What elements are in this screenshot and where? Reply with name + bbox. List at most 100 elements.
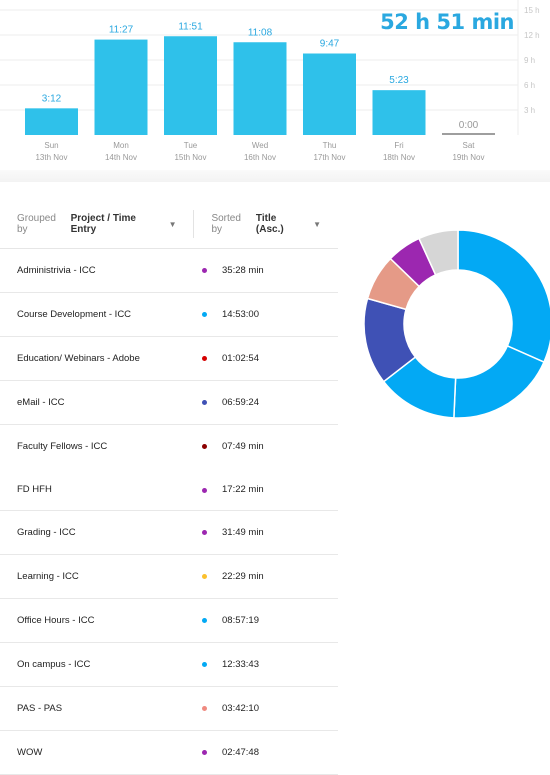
x-day-label: Sat (462, 141, 475, 150)
caret-down-icon: ▼ (168, 219, 177, 229)
chart-footer-band (0, 170, 550, 182)
entry-duration: 17:22 min (222, 484, 264, 495)
bar-sat[interactable] (442, 133, 495, 135)
group-by-dropdown[interactable]: Grouped by Project / Time Entry ▼ (0, 206, 193, 242)
bar-wed[interactable] (233, 42, 287, 135)
x-date-label: 16th Nov (244, 153, 276, 162)
color-dot-icon (202, 618, 207, 623)
donut-segment[interactable] (453, 344, 545, 419)
x-day-label: Tue (184, 141, 198, 150)
entry-title: FD HFH (17, 484, 52, 495)
bar-value-label: 0:00 (459, 120, 479, 131)
list-item[interactable]: Administrivia - ICC 35:28 min (0, 249, 338, 293)
list-item[interactable]: Office Hours - ICC 08:57:19 (0, 599, 338, 643)
entry-duration: 12:33:43 (222, 659, 259, 670)
controls-divider (193, 210, 195, 238)
bar-value-label: 5:23 (389, 75, 409, 86)
entry-duration: 01:02:54 (222, 353, 259, 364)
bar-value-label: 3:12 (42, 93, 62, 104)
entry-duration: 07:49 min (222, 441, 264, 452)
donut-segment[interactable] (418, 229, 459, 276)
color-dot-icon (202, 312, 207, 317)
bar-fri[interactable] (372, 90, 426, 135)
group-by-value: Project / Time Entry (70, 213, 136, 235)
list-item[interactable]: Faculty Fellows - ICC 07:49 min (0, 425, 338, 469)
list-item[interactable]: Learning - ICC 22:29 min (0, 555, 338, 599)
x-day-label: Sun (44, 141, 58, 150)
list-item[interactable]: eMail - ICC 06:59:24 (0, 381, 338, 425)
y-tick-label: 15 h (524, 6, 540, 15)
color-dot-icon (202, 530, 207, 535)
entry-duration: 02:47:48 (222, 747, 259, 758)
entry-duration: 22:29 min (222, 571, 264, 582)
list-controls: Grouped by Project / Time Entry ▼ Sorted… (0, 200, 338, 249)
entry-duration: 14:53:00 (222, 309, 259, 320)
x-date-label: 13th Nov (35, 153, 67, 162)
list-item[interactable]: Education/ Webinars - Adobe 01:02:54 (0, 337, 338, 381)
y-tick-label: 3 h (524, 106, 535, 115)
bar-value-label: 11:51 (178, 21, 203, 32)
entry-duration: 06:59:24 (222, 397, 259, 408)
bar-value-label: 11:27 (109, 25, 134, 36)
entry-duration: 08:57:19 (222, 615, 259, 626)
x-date-label: 15th Nov (174, 153, 206, 162)
list-item[interactable]: Course Development - ICC 14:53:00 (0, 293, 338, 337)
bar-value-label: 9:47 (320, 39, 340, 50)
color-dot-icon (202, 356, 207, 361)
color-dot-icon (202, 488, 207, 493)
time-entry-list: Administrivia - ICC 35:28 min Course Devel… (0, 249, 338, 775)
entry-title: On campus - ICC (17, 659, 91, 670)
entry-title: Learning - ICC (17, 571, 79, 582)
entry-title: PAS - PAS (17, 703, 63, 714)
sort-by-dropdown[interactable]: Sorted by Title (Asc.) ▼ (194, 206, 338, 242)
color-dot-icon (202, 268, 207, 273)
entry-title: Grading - ICC (17, 527, 76, 538)
y-tick-label: 6 h (524, 81, 535, 90)
bar-chart-svg: 3 h 6 h 9 h 12 h 15 h 3:12 Sun 13th Nov 11:27 Mon… (0, 0, 540, 162)
list-item[interactable]: On campus - ICC 12:33:43 (0, 643, 338, 687)
x-date-label: 14th Nov (105, 153, 137, 162)
color-dot-icon (202, 574, 207, 579)
x-day-label: Fri (394, 141, 404, 150)
color-dot-icon (202, 400, 207, 405)
entry-title: Office Hours - ICC (17, 615, 95, 626)
entry-duration: 35:28 min (222, 265, 264, 276)
sort-by-label: Sorted by (211, 213, 241, 235)
y-tick-label: 9 h (524, 56, 535, 65)
entry-title: WOW (17, 747, 43, 758)
total-time: 52 h 51 min (380, 10, 514, 34)
color-dot-icon (202, 706, 207, 711)
x-date-label: 17th Nov (313, 153, 345, 162)
color-dot-icon (202, 444, 207, 449)
x-date-label: 18th Nov (383, 153, 415, 162)
list-item[interactable]: FD HFH 17:22 min (0, 469, 338, 511)
color-dot-icon (202, 750, 207, 755)
sort-by-value: Title (Asc.) (255, 213, 284, 235)
x-day-label: Thu (323, 141, 337, 150)
donut-segment[interactable] (457, 229, 550, 364)
bar-mon[interactable] (94, 39, 148, 136)
caret-down-icon: ▼ (313, 219, 321, 229)
entry-duration: 31:49 min (222, 527, 264, 538)
x-date-label: 19th Nov (452, 153, 484, 162)
list-item[interactable]: WOW 02:47:48 (0, 731, 338, 775)
bar-value-label: 11:08 (248, 27, 273, 38)
bar-tue[interactable] (164, 36, 217, 135)
entry-title: Administrivia - ICC (17, 265, 96, 276)
project-donut-chart (363, 229, 550, 419)
list-item[interactable]: Grading - ICC 31:49 min (0, 511, 338, 555)
x-day-label: Wed (252, 141, 268, 150)
entry-title: Education/ Webinars - Adobe (17, 353, 140, 364)
daily-bar-chart: 3 h 6 h 9 h 12 h 15 h 3:12 Sun 13th Nov 11:27 Mon… (0, 0, 550, 182)
list-item[interactable]: PAS - PAS 03:42:10 (0, 687, 338, 731)
bar-sun[interactable] (25, 108, 78, 135)
x-day-label: Mon (113, 141, 129, 150)
entry-title: eMail - ICC (17, 397, 65, 408)
entry-title: Faculty Fellows - ICC (17, 441, 108, 452)
group-by-label: Grouped by (17, 213, 56, 235)
entry-title: Course Development - ICC (17, 309, 132, 320)
color-dot-icon (202, 662, 207, 667)
bar-thu[interactable] (303, 53, 356, 136)
y-tick-label: 12 h (524, 31, 540, 40)
entry-duration: 03:42:10 (222, 703, 259, 714)
